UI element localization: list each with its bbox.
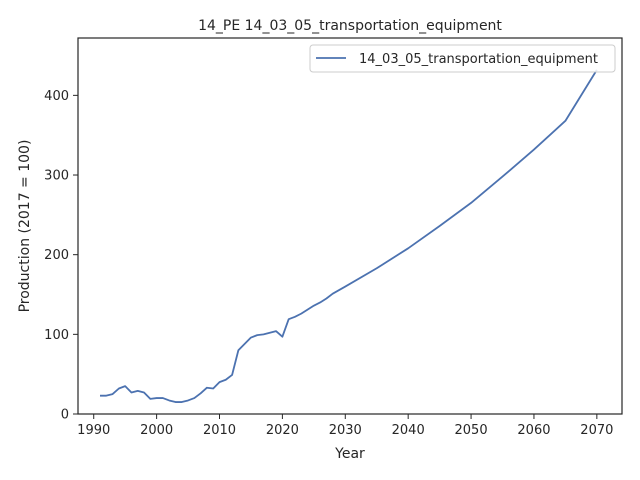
x-tick-label: 2020: [266, 423, 299, 438]
x-tick-label: 2070: [580, 423, 613, 438]
chart-title: 14_PE 14_03_05_transportation_equipment: [198, 18, 502, 34]
x-tick-label: 2050: [455, 423, 488, 438]
x-tick-label: 2040: [392, 423, 425, 438]
x-axis-label: Year: [334, 446, 365, 462]
legend-entry-label: 14_03_05_transportation_equipment: [359, 52, 598, 67]
y-axis-label: Production (2017 = 100): [17, 140, 33, 313]
x-tick-label: 2010: [203, 423, 236, 438]
y-tick-label: 400: [44, 89, 69, 104]
y-tick-label: 200: [44, 248, 69, 263]
x-tick-label: 2000: [140, 423, 173, 438]
y-tick-label: 0: [61, 408, 69, 423]
x-tick-label: 1990: [77, 423, 110, 438]
y-tick-label: 100: [44, 328, 69, 343]
legend: 14_03_05_transportation_equipment: [309, 44, 616, 73]
legend-box: [309, 44, 616, 73]
x-axis: 1990 2000 2010 2020 2030 2040 2050 2060 2070: [77, 414, 613, 438]
y-tick-label: 300: [44, 169, 69, 184]
x-tick-label: 2030: [329, 423, 362, 438]
x-tick-label: 2060: [517, 423, 550, 438]
y-axis: 0 100 200 300 400: [44, 89, 78, 423]
plot-frame: [77, 37, 623, 415]
series-line: [100, 69, 598, 403]
series-layer: [100, 69, 598, 403]
